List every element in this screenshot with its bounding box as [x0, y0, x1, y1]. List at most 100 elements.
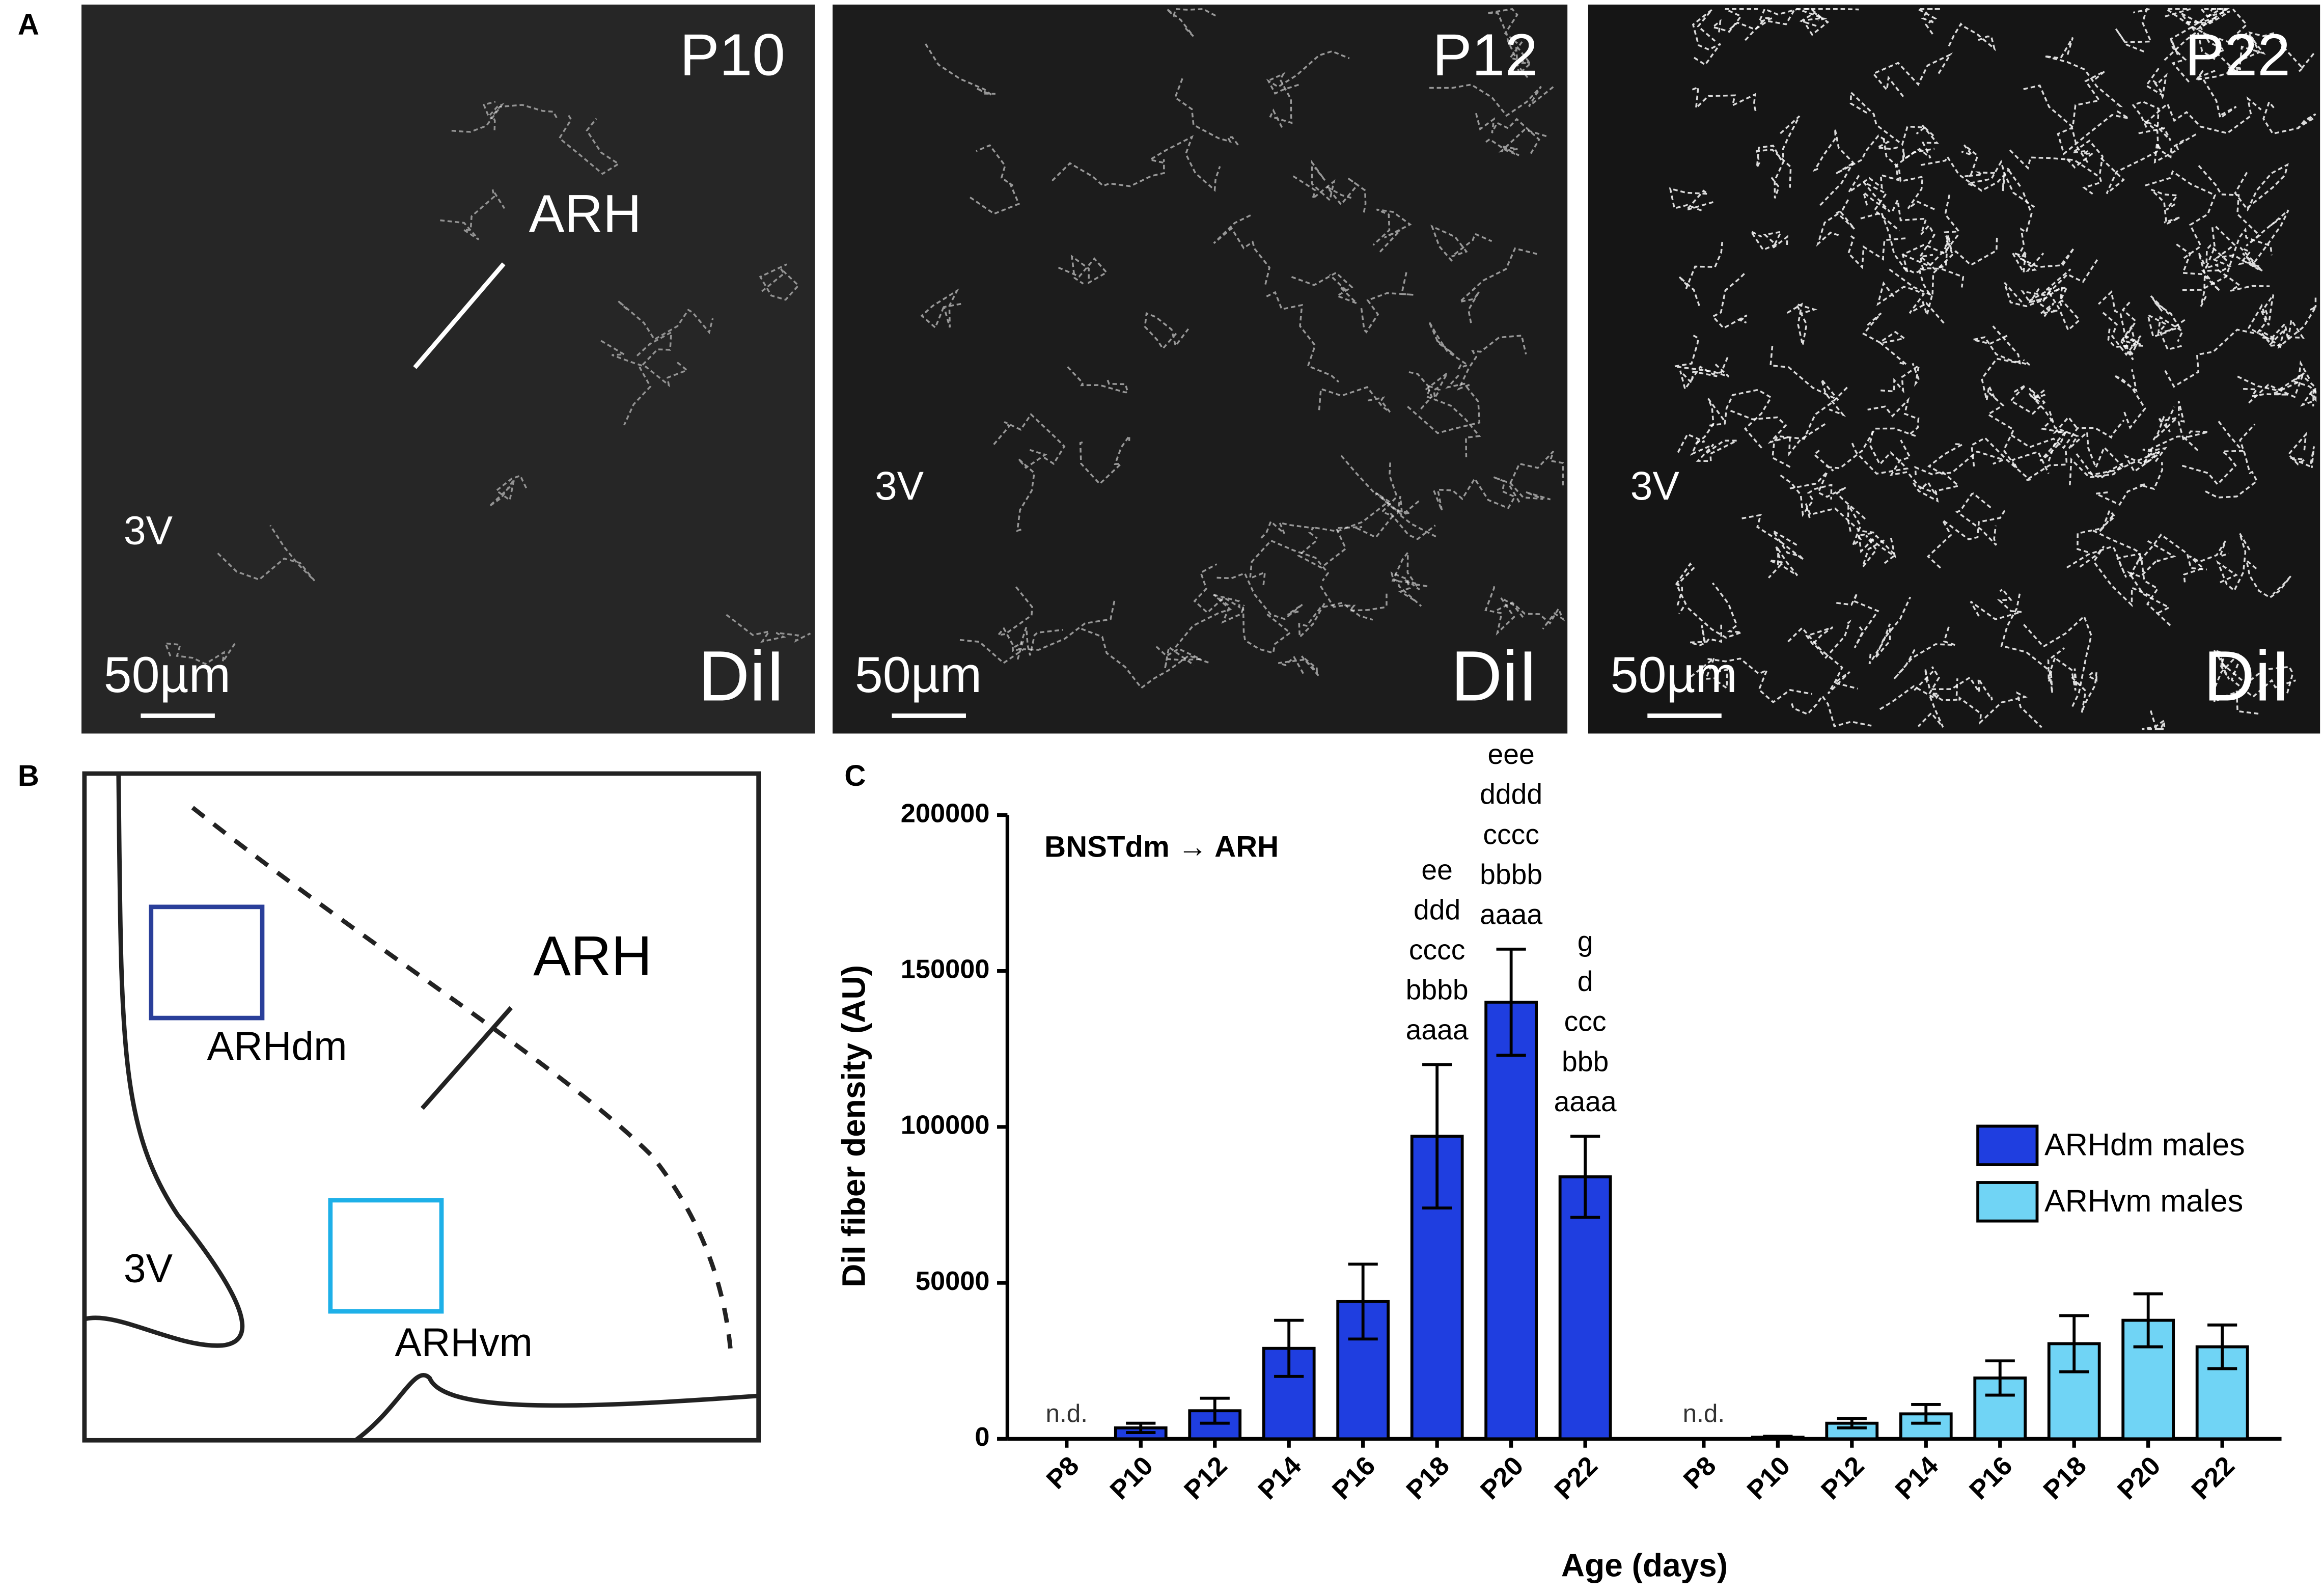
micrographs — [81, 4, 2320, 734]
fiber — [1674, 335, 1730, 378]
fiber — [2044, 37, 2123, 107]
x-tick-label: P20 — [2112, 1451, 2167, 1505]
fiber — [2266, 295, 2318, 349]
fiber — [1485, 128, 1550, 156]
fiber — [1787, 626, 1858, 695]
fiber — [2163, 8, 2248, 43]
significance-label: bbb — [1562, 1045, 1609, 1077]
fiber — [1849, 90, 1927, 146]
fiber — [2198, 244, 2228, 307]
significance-label: cccc — [1409, 934, 1465, 966]
y-tick-label: 0 — [975, 1422, 989, 1452]
fiber — [2247, 294, 2284, 350]
fiber — [2211, 648, 2297, 698]
fiber — [1079, 433, 1130, 485]
fiber — [2076, 435, 2182, 476]
fiber — [1902, 266, 1933, 318]
scale-label: 50µm — [1611, 646, 1737, 703]
fibers — [164, 8, 2318, 730]
fiber — [1805, 619, 1851, 659]
fiber — [1297, 515, 1394, 569]
fiber — [1260, 520, 1318, 539]
age-label: P10 — [680, 21, 785, 88]
micrograph-p12 — [833, 4, 1568, 734]
fiber — [1433, 477, 1516, 511]
error-bar — [1837, 1417, 1867, 1429]
fiber — [2028, 287, 2058, 317]
x-tick-label: P18 — [1401, 1451, 1455, 1505]
y-axis-label: DiI fiber density (AU) — [836, 965, 872, 1287]
fiber — [1675, 562, 1695, 615]
fiber — [2245, 558, 2291, 599]
error-bar — [1570, 1135, 1600, 1219]
fiber — [1913, 465, 1961, 503]
fiber — [1318, 386, 1391, 413]
fiber — [2187, 8, 2230, 24]
fiber — [600, 340, 689, 388]
fiber — [2066, 545, 2141, 578]
fiber — [1780, 474, 1833, 517]
fiber — [1418, 372, 1448, 412]
fiber — [2181, 420, 2245, 486]
fiber — [2216, 533, 2251, 592]
bar — [1899, 1412, 1953, 1441]
fiber — [2258, 317, 2305, 343]
fiber — [1889, 237, 1998, 297]
value-label: n.d. — [1046, 1399, 1088, 1427]
fiber — [925, 43, 995, 96]
fiber — [1791, 694, 1872, 728]
age-label: P22 — [2185, 21, 2290, 88]
fiber — [2057, 109, 2130, 163]
fiber — [1278, 655, 1321, 678]
significance-label: ee — [1421, 854, 1452, 886]
x-tick-label: P22 — [1549, 1451, 1603, 1505]
fiber — [1687, 582, 1742, 639]
region-boundary — [191, 806, 733, 1349]
fiber — [1862, 312, 1907, 366]
fiber — [2177, 401, 2209, 451]
fiber — [1688, 655, 1728, 690]
fiber — [1678, 241, 1723, 307]
significance-label: ccc — [1564, 1006, 1607, 1037]
fiber — [1291, 271, 1358, 305]
micrograph-p10 — [81, 4, 815, 734]
fiber — [1012, 627, 1063, 656]
fiber — [1919, 234, 1965, 288]
significance-label: bbbb — [1406, 974, 1469, 1005]
fiber — [1927, 443, 2007, 475]
fiber — [1508, 41, 1532, 80]
diagram-label: ARHdm — [207, 1024, 347, 1068]
x-tick-label: P18 — [2038, 1451, 2092, 1505]
fiber — [164, 641, 237, 665]
value-label: n.d. — [1683, 1399, 1725, 1427]
fiber — [2176, 243, 2232, 292]
fiber — [1947, 22, 1996, 51]
fiber — [2197, 32, 2266, 80]
fiber — [1242, 607, 1292, 654]
stain-label: DiI — [1451, 636, 1538, 716]
fiber — [1266, 291, 1340, 383]
fiber — [2234, 163, 2289, 212]
fiber — [1924, 668, 1993, 701]
fiber — [1679, 357, 1729, 392]
fiber — [2152, 406, 2180, 441]
fiber — [1872, 52, 1953, 97]
error-bar — [1496, 947, 1526, 1057]
x-tick-label: P14 — [1890, 1451, 1944, 1505]
fiber — [1690, 623, 1722, 647]
y-tick-label: 50000 — [916, 1267, 990, 1296]
fiber — [1430, 225, 1492, 262]
x-tick-label: P8 — [1678, 1451, 1722, 1495]
fiber — [2010, 247, 2075, 276]
fiber — [1493, 476, 1551, 501]
fiber — [2213, 653, 2260, 715]
chart: 0 50000 100000 150000 200000 DiI fiber densit… — [836, 738, 2282, 1583]
bar — [1558, 1175, 1612, 1441]
significance-label: aaaa — [1406, 1014, 1469, 1045]
fiber — [1266, 50, 1350, 95]
fiber — [1058, 254, 1108, 285]
fiber — [1970, 588, 2022, 621]
fiber — [2071, 672, 2097, 713]
significance-label: aaaa — [1554, 1086, 1617, 1117]
